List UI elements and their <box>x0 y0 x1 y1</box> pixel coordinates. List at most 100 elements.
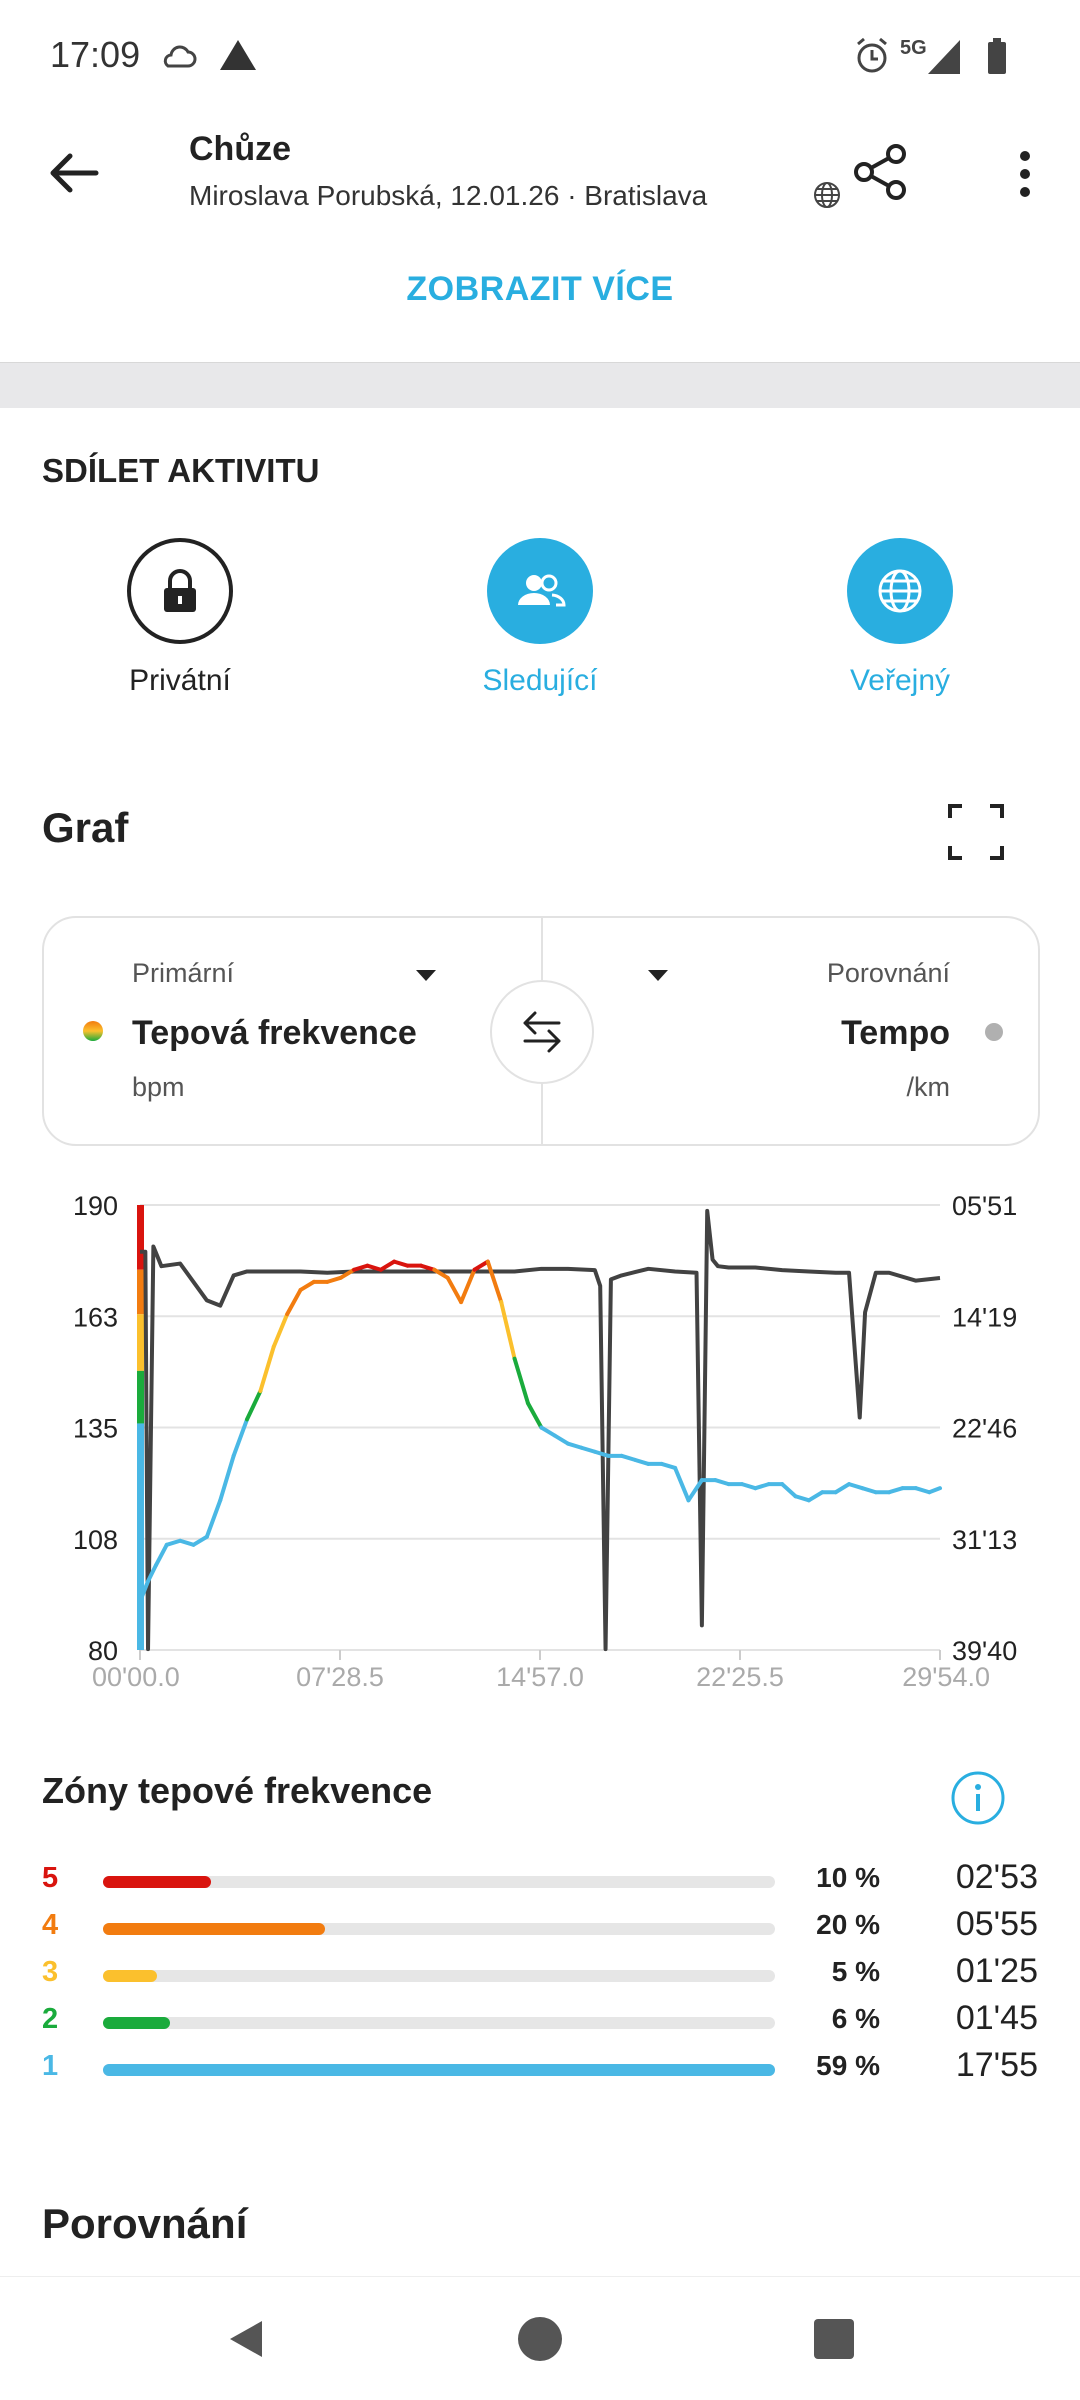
y-left-tick-label: 163 <box>73 1302 118 1332</box>
status-left-icons <box>160 36 270 81</box>
heart-rate-segment <box>847 1482 865 1491</box>
heart-rate-segment <box>352 1263 370 1272</box>
heart-rate-segment <box>913 1486 932 1495</box>
heart-rate-segment <box>499 1300 517 1361</box>
zone-percent: 6 % <box>831 2003 880 2034</box>
share-icon <box>854 144 906 200</box>
heart-rate-segment <box>592 1449 611 1458</box>
comparison-dot-icon <box>985 1023 1003 1041</box>
comparison-metric-selector[interactable]: Porovnání Tempo /km <box>544 918 1040 1144</box>
heart-rate-segment <box>485 1259 504 1305</box>
comparison-dropdown-icon <box>648 970 668 981</box>
heart-rate-segment <box>178 1538 196 1547</box>
chart-svg: 190 163 135 108 80 05'51 14'19 22'46 31'13 39'40 0… <box>73 1191 1017 1692</box>
y-right-tick-label: 05'51 <box>952 1191 1017 1221</box>
pace-line <box>140 1208 941 1652</box>
heart-rate-segment <box>806 1490 825 1503</box>
zone-bar-fill <box>103 1876 211 1888</box>
heart-rate-segment <box>740 1482 758 1491</box>
zone-number: 5 <box>42 1862 59 1894</box>
app-bar: Chůze Miroslava Porubská, 12.01.26 · Bra… <box>0 110 1080 240</box>
share-button[interactable] <box>850 140 914 204</box>
graph-title: Graf <box>42 804 129 851</box>
heart-rate-segment <box>218 1453 236 1503</box>
share-option-followers-label: Sledující <box>482 664 598 697</box>
y-left-tick-label: 135 <box>73 1414 118 1444</box>
zone-bar-fill <box>103 2017 171 2029</box>
nav-back-button[interactable] <box>214 2307 278 2371</box>
hr-zone-axis-segment <box>137 1314 144 1371</box>
primary-metric-selector[interactable]: Primární Tepová frekvence bpm <box>44 918 540 1144</box>
status-bar: 17:09 5G <box>0 0 1080 110</box>
heart-rate-segment <box>713 1478 731 1487</box>
heart-rate-segment <box>285 1287 303 1317</box>
heart-rate-segment <box>579 1445 597 1454</box>
hr-zone-axis-segment <box>137 1205 144 1270</box>
back-button[interactable] <box>40 138 110 208</box>
heart-rate-segment <box>271 1312 290 1349</box>
zone-bar-track <box>103 1876 775 1888</box>
zone-row: 3 5 % 01'25 <box>0 1952 1080 1996</box>
more-options-button[interactable] <box>1000 142 1050 206</box>
share-option-public[interactable]: Veřejný <box>790 538 1010 698</box>
nav-back-icon <box>230 2321 262 2357</box>
heart-rate-segment <box>632 1457 651 1466</box>
heart-rate-segment <box>753 1482 771 1491</box>
zone-bar-track <box>103 1923 775 1935</box>
heart-rate-zones-icon <box>83 1021 103 1041</box>
heart-rate-segment <box>325 1275 343 1284</box>
comparison-metric-unit: /km <box>906 1072 951 1102</box>
share-option-followers[interactable]: Sledující <box>430 538 650 698</box>
zone-percent: 20 % <box>816 1909 880 1940</box>
heart-rate-segment <box>686 1478 704 1503</box>
zone-bar-track <box>103 2064 775 2076</box>
heart-rate-segment <box>258 1344 276 1394</box>
heart-rate-segment <box>146 1563 159 1584</box>
primary-metric-unit: bpm <box>132 1072 185 1102</box>
heart-rate-segment <box>338 1267 357 1280</box>
graph-metric-selector: Primární Tepová frekvence bpm Porovnání … <box>42 916 1040 1146</box>
comparison-caption: Porovnání <box>826 958 950 988</box>
share-option-private[interactable]: Privátní <box>70 538 290 698</box>
share-option-private-label: Privátní <box>129 664 231 697</box>
heart-rate-segment <box>164 1538 183 1547</box>
swap-metrics-button[interactable] <box>490 980 594 1084</box>
heart-rate-segment <box>191 1534 209 1547</box>
zone-bar-fill <box>103 2064 775 2076</box>
heart-rate-segment <box>138 1579 151 1604</box>
globe-icon <box>847 538 953 644</box>
zone-percent: 5 % <box>831 1956 880 1987</box>
cloud-icon <box>163 45 197 68</box>
heart-rate-segment <box>204 1498 223 1539</box>
heart-rate-segment <box>392 1259 410 1268</box>
nav-home-button[interactable] <box>508 2307 572 2371</box>
y-left-tick-label: 80 <box>88 1636 118 1666</box>
heart-rate-segment <box>525 1401 544 1430</box>
info-icon <box>951 1771 1005 1825</box>
followers-icon <box>487 538 593 644</box>
zone-bar-fill <box>103 1970 157 1982</box>
nav-recents-icon <box>814 2319 854 2359</box>
nav-recents-button[interactable] <box>802 2307 866 2371</box>
heart-rate-segment <box>539 1425 557 1438</box>
zone-number: 3 <box>42 1956 59 1988</box>
zone-number: 1 <box>42 2050 59 2082</box>
heart-rate-segment <box>298 1279 316 1292</box>
hr-zone-axis-segment <box>137 1269 144 1315</box>
show-more-button[interactable]: ZOBRAZIT VÍCE <box>406 270 674 308</box>
fullscreen-button[interactable] <box>944 800 1008 864</box>
zone-time: 01'45 <box>955 1999 1038 2037</box>
hr-zone-axis-segment <box>137 1370 144 1424</box>
heart-rate-segment <box>860 1486 878 1495</box>
activity-chart[interactable]: 190 163 135 108 80 05'51 14'19 22'46 31'13 39'40 0… <box>0 1170 1080 1710</box>
heart-rate-segment <box>231 1417 250 1458</box>
info-button[interactable] <box>950 1770 1006 1826</box>
zone-percent: 10 % <box>816 1862 880 1893</box>
primary-metric-name: Tepová frekvence <box>132 1014 417 1052</box>
heart-rate-segment <box>154 1542 169 1568</box>
zone-number: 4 <box>42 1909 59 1941</box>
more-vert-icon <box>1020 151 1030 197</box>
status-time: 17:09 <box>50 34 141 75</box>
zone-number: 2 <box>42 2003 59 2035</box>
heart-rate-segment <box>472 1259 490 1272</box>
